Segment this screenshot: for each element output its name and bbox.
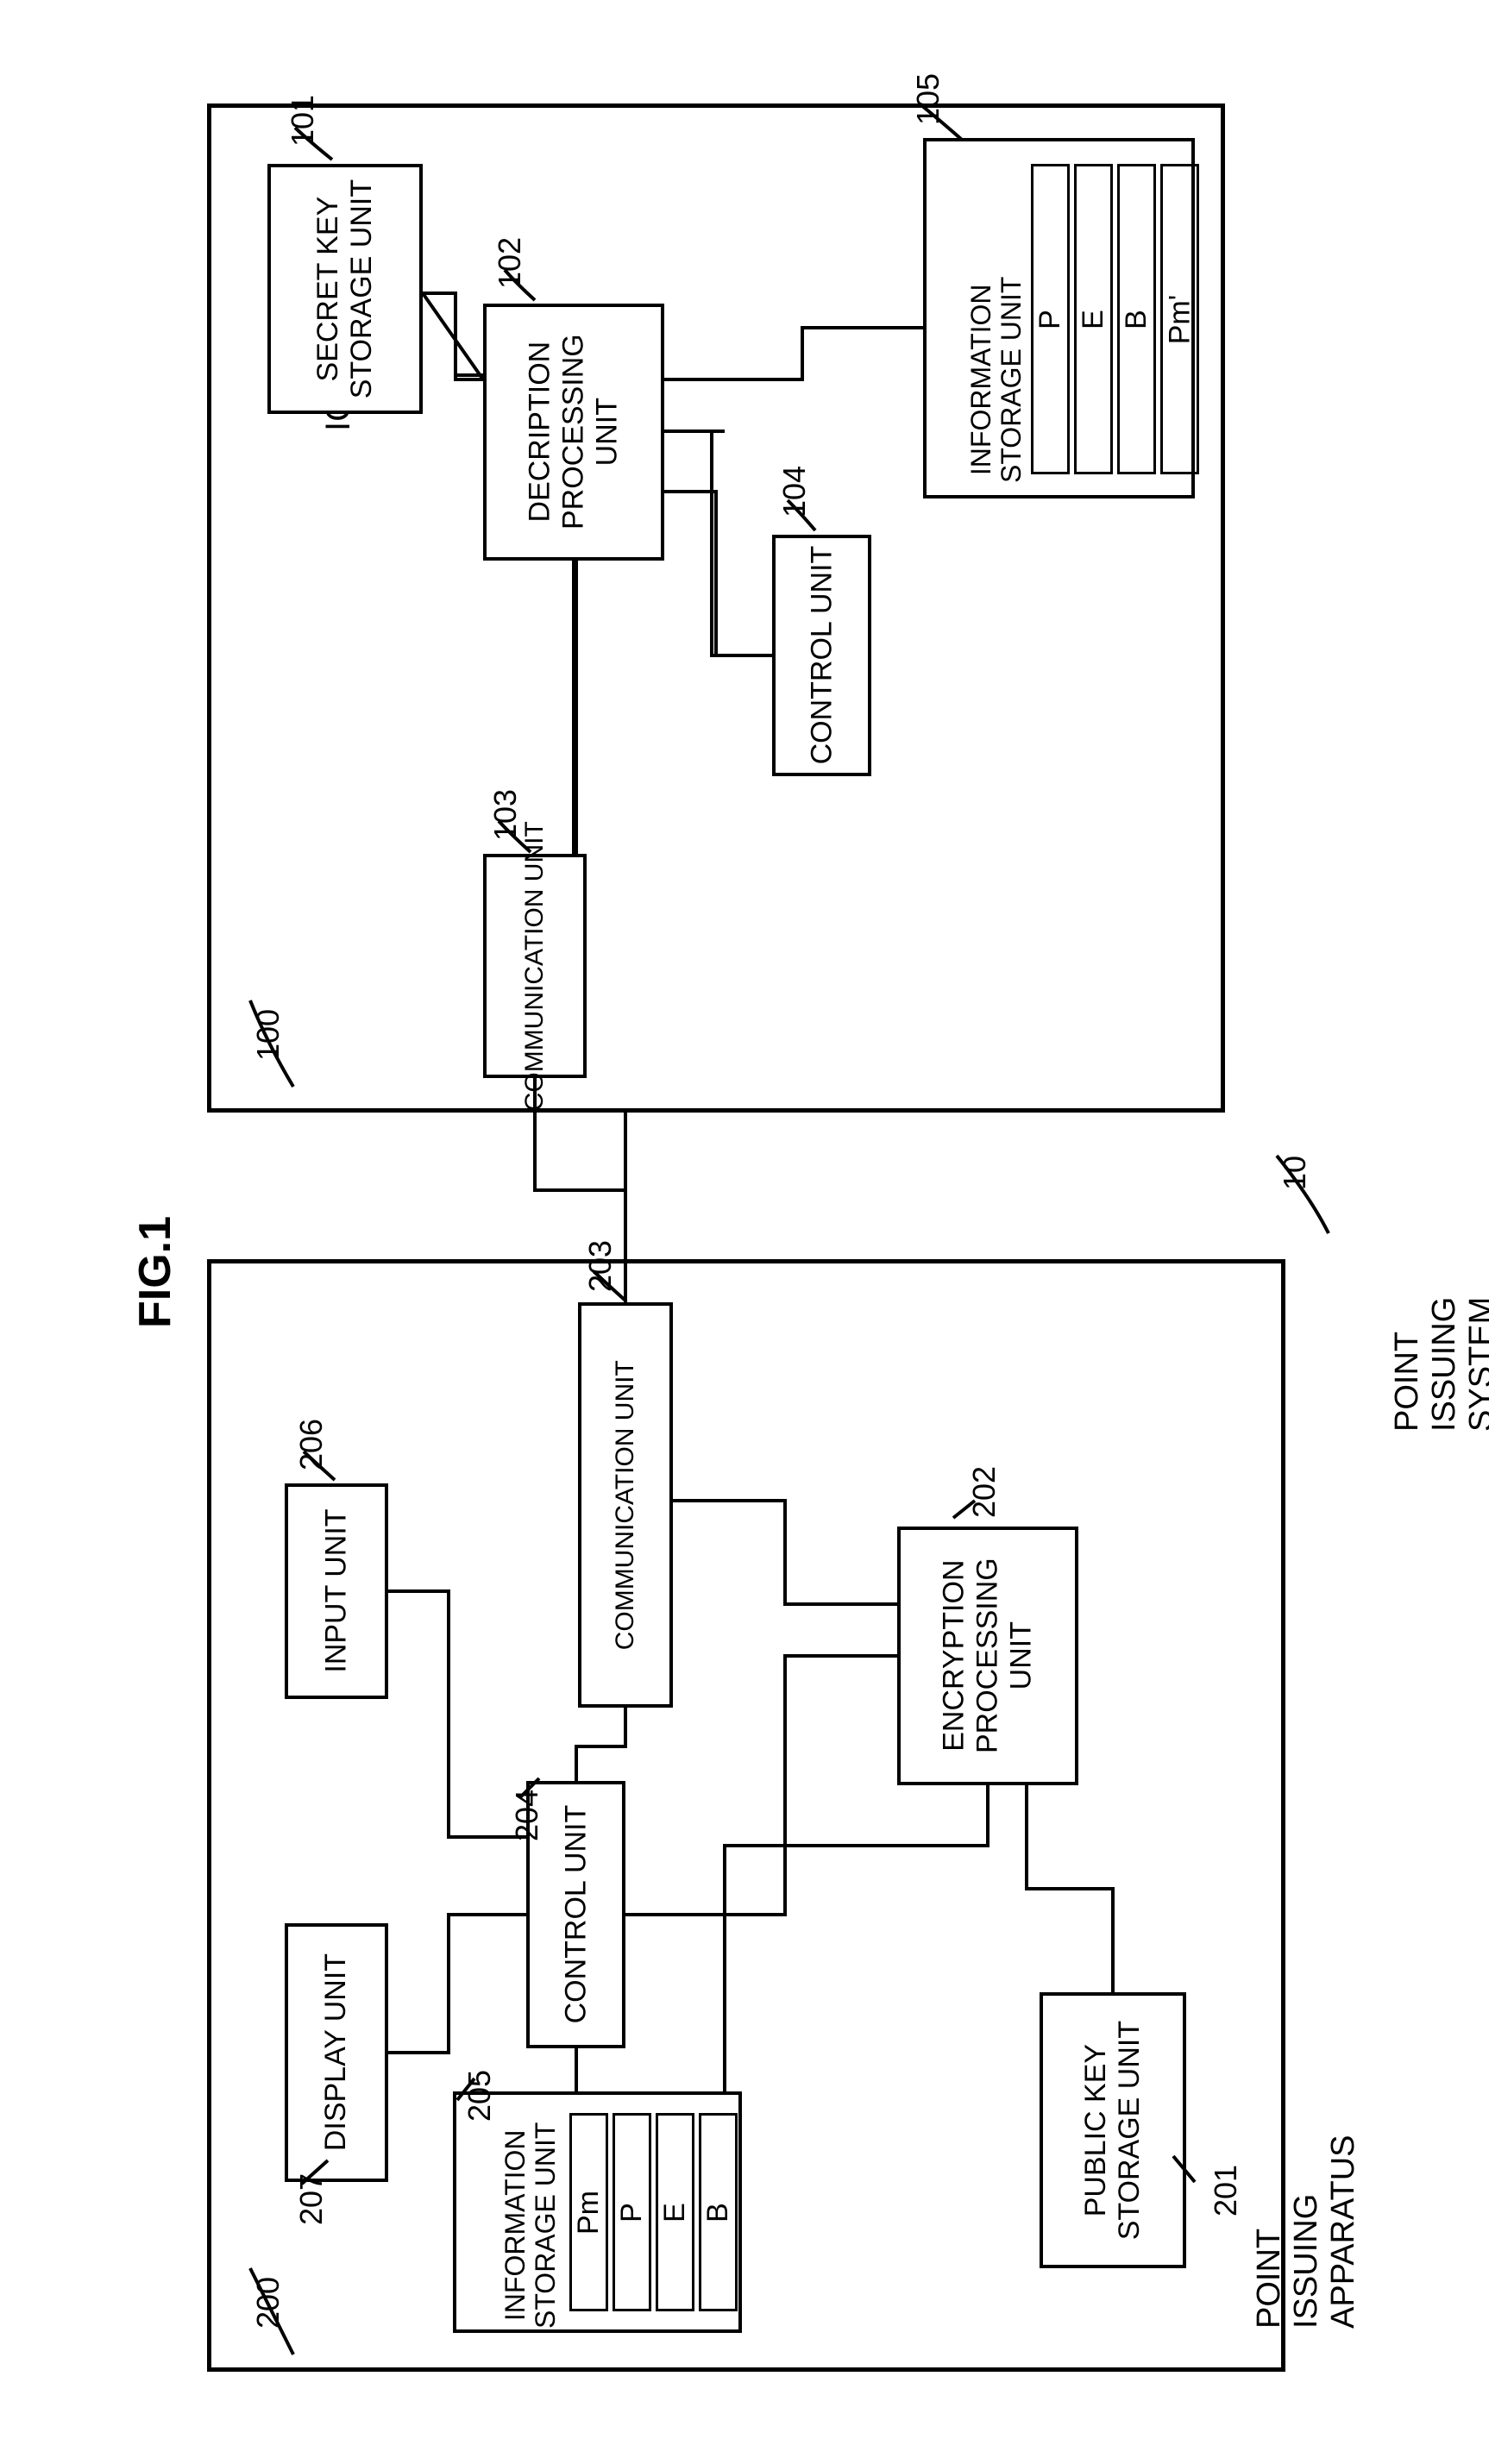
app-comm-label: COMMUNICATION UNIT: [611, 1360, 641, 1650]
secret-key-ref: 101: [285, 95, 321, 147]
decrypt-unit: DECRIPTIONPROCESSINGUNIT: [483, 304, 664, 561]
ic-data-b: B: [1117, 164, 1156, 474]
input-label: INPUT UNIT: [319, 1509, 353, 1673]
ic-comm-ref: 103: [487, 789, 524, 841]
input-ref: 206: [293, 1419, 330, 1470]
display-ref: 207: [293, 2173, 330, 2225]
ic-comm-label: COMMUNICATION UNIT: [520, 821, 550, 1111]
display-label: DISPLAY UNIT: [319, 1953, 353, 2151]
input-unit: INPUT UNIT: [285, 1483, 388, 1699]
secret-key-unit: SECRET KEYSTORAGE UNIT: [267, 164, 423, 414]
ic-info-ref: 105: [910, 73, 946, 125]
app-data-pm: Pm: [569, 2113, 608, 2311]
public-key-ref: 201: [1208, 2165, 1244, 2216]
secret-key-label: SECRET KEYSTORAGE UNIT: [311, 179, 379, 398]
decrypt-label: DECRIPTIONPROCESSINGUNIT: [523, 335, 624, 530]
app-data-e: E: [656, 2113, 694, 2311]
figure-title: FIG.1: [129, 1216, 181, 1328]
encrypt-ref: 202: [966, 1466, 1002, 1518]
app-info-ref: 205: [462, 2070, 498, 2122]
apparatus-ref: 200: [250, 2277, 286, 2329]
ic-card-ref: 100: [250, 1009, 286, 1061]
encrypt-label: ENCRYPTIONPROCESSINGUNIT: [937, 1558, 1038, 1754]
ic-control-unit: CONTROL UNIT: [772, 535, 871, 776]
app-info-label: INFORMATIONSTORAGE UNIT: [500, 2122, 561, 2329]
ic-control-label: CONTROL UNIT: [805, 546, 839, 765]
public-key-unit: PUBLIC KEYSTORAGE UNIT: [1040, 1992, 1186, 2268]
ic-info-label: INFORMATIONSTORAGE UNIT: [966, 277, 1027, 483]
app-control-label: CONTROL UNIT: [559, 1805, 593, 2024]
app-data-b: B: [699, 2113, 738, 2311]
system-ref: 10: [1277, 1156, 1313, 1190]
app-data-p: P: [613, 2113, 651, 2311]
encrypt-unit: ENCRYPTIONPROCESSINGUNIT: [897, 1527, 1078, 1785]
display-unit: DISPLAY UNIT: [285, 1923, 388, 2182]
app-control-ref: 204: [509, 1790, 545, 1841]
decrypt-ref: 102: [492, 237, 528, 289]
apparatus-title: POINT ISSUING APPARATUS: [1251, 2125, 1362, 2329]
ic-data-p: P: [1031, 164, 1070, 474]
public-key-label: PUBLIC KEYSTORAGE UNIT: [1079, 2021, 1147, 2240]
system-label: POINT ISSUING SYSTEM: [1389, 1297, 1489, 1432]
ic-data-e: E: [1074, 164, 1113, 474]
ic-comm-unit: COMMUNICATION UNIT: [483, 854, 587, 1078]
app-comm-ref: 203: [582, 1240, 619, 1292]
ic-data-pm2: Pm': [1160, 164, 1199, 474]
diagram-root: FIG.1 POINT ISSUING SYSTEM 10 IC CARD 10…: [35, 34, 1454, 2430]
app-comm-unit: COMMUNICATION UNIT: [578, 1302, 673, 1708]
ic-control-ref: 104: [776, 466, 813, 517]
